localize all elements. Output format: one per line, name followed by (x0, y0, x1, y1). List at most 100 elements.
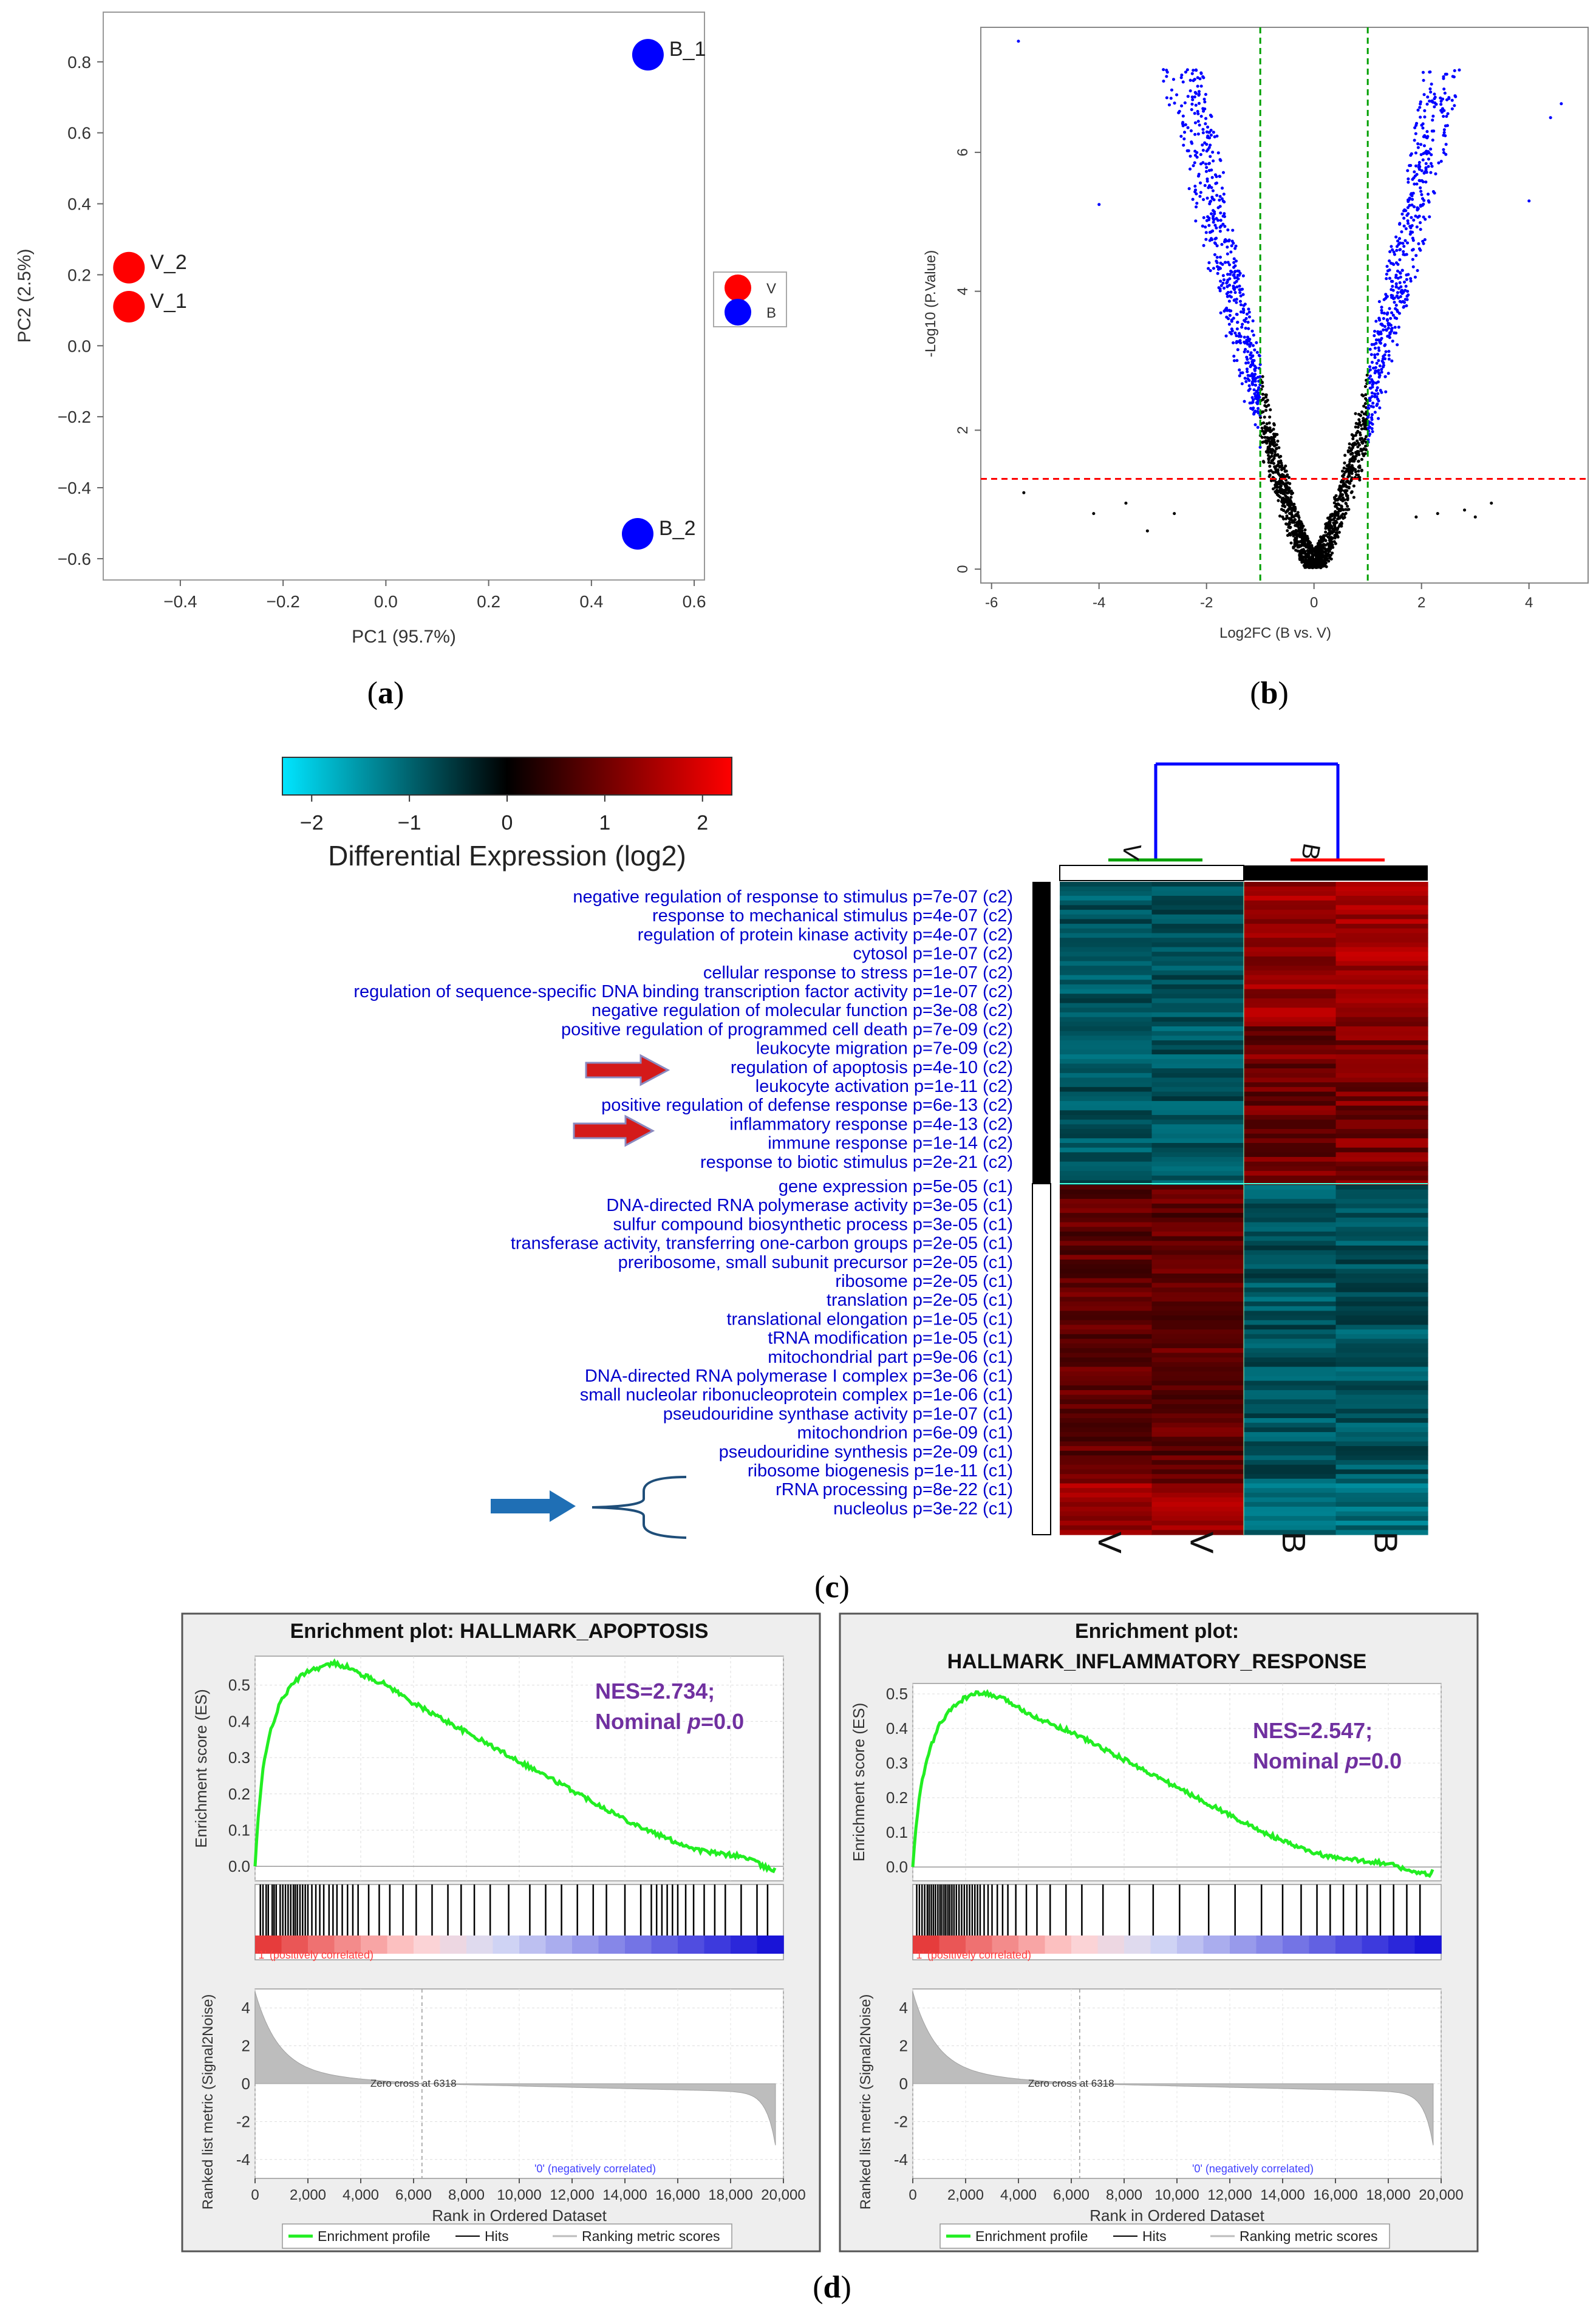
heatmap-cell (1151, 1059, 1244, 1065)
heatmap-cell (1244, 1059, 1337, 1065)
go-term-label: pseudouridine synthase activity p=1e-07 … (663, 1404, 1013, 1424)
heatmap-cell (1335, 1091, 1428, 1097)
gsea-metric-tick-label: -4 (894, 2150, 908, 2169)
heatmap-cell (1151, 1301, 1244, 1307)
heatmap-cell (1060, 1077, 1153, 1083)
heatmap-cell (1244, 1283, 1337, 1288)
heatmap-cell (1151, 1017, 1244, 1022)
heatmap-cell (1060, 1390, 1153, 1396)
heatmap-cell (1151, 1189, 1244, 1195)
heatmap-cell (1060, 1348, 1153, 1354)
heatmap-cell (1151, 1292, 1244, 1297)
heatmap-cell (1151, 900, 1244, 906)
inflammatory-arrow-icon (573, 1114, 655, 1147)
heatmap-cell (1244, 1236, 1337, 1241)
gsea-metric-ylabel: Ranked list metric (Signal2Noise) (200, 1994, 216, 2210)
heatmap-cell (1060, 1166, 1153, 1172)
heatmap-cell (1244, 1068, 1337, 1074)
heatmap-column-label: B (1275, 1532, 1312, 1554)
gsea-rank-colorbar-cell (1097, 1936, 1125, 1954)
gsea-x-tick-label: 4,000 (343, 2187, 379, 2203)
heatmap-cell (1060, 1203, 1153, 1209)
heatmap-cell (1060, 1026, 1153, 1032)
heatmap-cell (1244, 1003, 1337, 1008)
gsea-x-tick-label: 8,000 (448, 2187, 485, 2203)
gsea-legend-profile-label: Enrichment profile (975, 2228, 1088, 2244)
heatmap-cell (1244, 1105, 1337, 1111)
heatmap-cell (1335, 919, 1428, 924)
gsea-x-tick-label: 10,000 (497, 2187, 541, 2203)
heatmap-cell (1244, 1418, 1337, 1424)
heatmap-cell (1244, 914, 1337, 920)
gsea-rank-colorbar-cell (361, 1936, 388, 1954)
pca-y-tick-label: 0.6 (67, 124, 91, 143)
gsea-metric-tick-label: 0 (899, 2075, 908, 2093)
heatmap-cell (1151, 1525, 1244, 1530)
heatmap-cell (1151, 1082, 1244, 1088)
gsea-xlabel: Rank in Ordered Dataset (1090, 2206, 1264, 2225)
heatmap-cell (1060, 1488, 1153, 1493)
go-term-label: response to mechanical stimulus p=4e-07 … (652, 906, 1013, 926)
gsea-x-tick-label: 6,000 (1053, 2187, 1090, 2203)
volcano-points-nonsignificant (1022, 373, 1493, 570)
heatmap-cell (1151, 914, 1244, 920)
gsea-xlabel: Rank in Ordered Dataset (432, 2206, 607, 2225)
heatmap-cell (1244, 998, 1337, 1004)
heatmap-cell (1151, 1460, 1244, 1465)
heatmap-cell (1151, 1376, 1244, 1382)
heatmap-cell (1151, 1520, 1244, 1526)
heatmap-cell (1060, 998, 1153, 1004)
heatmap-cell (1244, 1073, 1337, 1079)
heatmap-cell (1244, 1343, 1337, 1349)
heatmap-cell (1060, 1492, 1153, 1498)
heatmap-cell (1151, 1385, 1244, 1391)
pca-x-tick-label: 0.6 (683, 592, 706, 611)
gsea-ranked-metric-area (912, 1991, 1434, 2146)
heatmap-cell (1060, 1511, 1153, 1516)
heatmap-cell (1151, 1217, 1244, 1223)
heatmap-cell (1151, 1031, 1244, 1036)
heatmap-cell (1244, 1082, 1337, 1088)
heatmap-cell (1335, 1404, 1428, 1410)
heatmap-cell (1244, 1390, 1337, 1396)
heatmap-cell (1151, 1283, 1244, 1288)
heatmap-cell (1060, 1343, 1153, 1349)
heatmap-cell (1151, 1311, 1244, 1316)
heatmap-cell (1151, 1511, 1244, 1516)
gsea-rank-colorbar-cell (1150, 1936, 1178, 1954)
gsea-x-tick-label: 6,000 (395, 2187, 432, 2203)
column-group-bar-b (1244, 865, 1428, 881)
heatmap-cell (1151, 1334, 1244, 1340)
heatmap-cell (1151, 1110, 1244, 1116)
gsea-rank-colorbar-cell (1177, 1936, 1204, 1954)
volcano-x-tick-label: 4 (1525, 595, 1533, 611)
heatmap-cell (1151, 1390, 1244, 1396)
gsea-rank-colorbar-cell (992, 1936, 1019, 1954)
heatmap-column-label: B (1367, 1532, 1403, 1554)
heatmap-cell (1335, 1008, 1428, 1013)
volcano-x-tick-label: -4 (1093, 595, 1105, 611)
heatmap-cell (1335, 961, 1428, 966)
heatmap-cell (1335, 1259, 1428, 1265)
heatmap-cell (1244, 1339, 1337, 1344)
gsea-metric-tick-label: -4 (236, 2150, 250, 2169)
heatmap-cell (1060, 1073, 1153, 1079)
heatmap-cell (1335, 1399, 1428, 1405)
heatmap-cell (1335, 1100, 1428, 1107)
heatmap-cell (1335, 1325, 1428, 1330)
heatmap-cell (1335, 1133, 1428, 1139)
gsea-rank-colorbar-cell (731, 1936, 758, 1954)
heatmap-cell (1335, 1110, 1428, 1116)
gsea-rank-colorbar-cell (255, 1936, 282, 1954)
heatmap-cell (1335, 1143, 1428, 1148)
gsea-x-tick-label: 8,000 (1106, 2187, 1142, 2203)
heatmap-cell (1244, 970, 1337, 976)
heatmap-cell (1060, 1530, 1153, 1535)
heatmap-cell (1335, 1227, 1428, 1232)
heatmap-cell (1335, 1199, 1428, 1204)
heatmap-cell (1335, 1026, 1428, 1032)
heatmap-cell (1060, 1497, 1153, 1502)
heatmap-cell (1151, 1236, 1244, 1241)
heatmap-cell (1060, 1208, 1153, 1213)
heatmap-cell (1060, 924, 1153, 929)
